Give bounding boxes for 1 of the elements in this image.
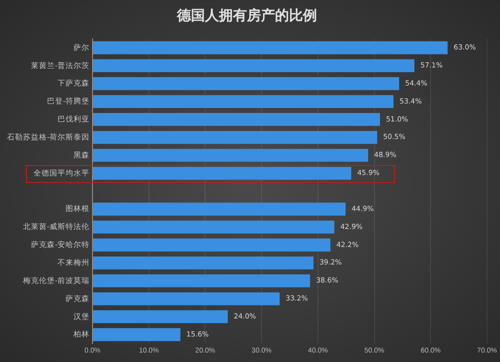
chart-title: 德国人拥有房产的比例	[176, 7, 317, 24]
